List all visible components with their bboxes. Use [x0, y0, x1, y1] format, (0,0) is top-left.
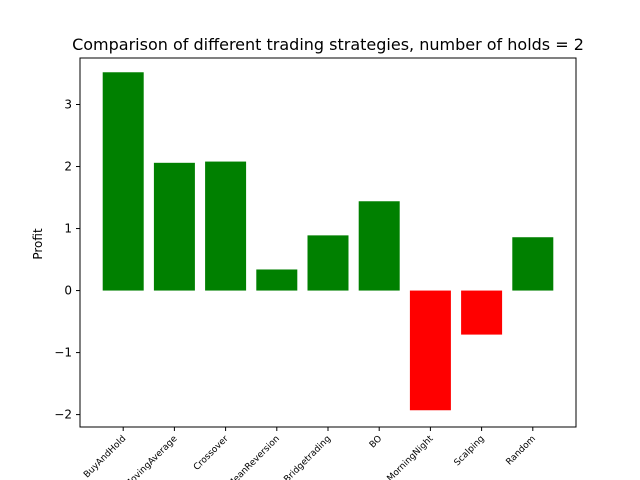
bar-MovingAverage	[153, 162, 195, 291]
y-tick-label: 0	[64, 284, 72, 298]
x-tick-label: MeanReversion	[226, 434, 282, 480]
x-tick-label: Scalping	[453, 434, 487, 468]
bar-MeanReversion	[256, 269, 298, 291]
bar-Random	[512, 237, 554, 291]
bar-Scalping	[461, 290, 503, 335]
bar-BuyAndHold	[102, 72, 144, 291]
y-axis-ticks: −2 −1 0 1 2 3	[54, 98, 80, 422]
bar-MorningNight	[409, 290, 451, 411]
bar-BO	[358, 201, 400, 291]
plot-frame	[79, 57, 577, 428]
bar-Bridgetrading	[307, 235, 349, 291]
y-tick-label: 2	[64, 160, 72, 174]
y-tick-label: −2	[54, 408, 72, 422]
y-tick-label: 3	[64, 98, 72, 112]
x-tick-label: BuyAndHold	[82, 434, 128, 480]
x-tick-label: Random	[504, 434, 537, 467]
bars-group	[102, 72, 554, 411]
x-tick-label: BO	[368, 434, 384, 450]
x-tick-label: Crossover	[192, 434, 231, 473]
y-axis-label: Profit	[31, 228, 45, 260]
chart-title: Comparison of different trading strategi…	[72, 35, 584, 54]
x-tick-label: MovingAverage	[123, 434, 180, 480]
y-tick-label: 1	[64, 222, 72, 236]
y-tick-label: −1	[54, 346, 72, 360]
x-tick-label: MorningNight	[386, 434, 436, 480]
bar-Crossover	[205, 161, 247, 291]
x-tick-label: Bridgetrading	[282, 434, 333, 480]
